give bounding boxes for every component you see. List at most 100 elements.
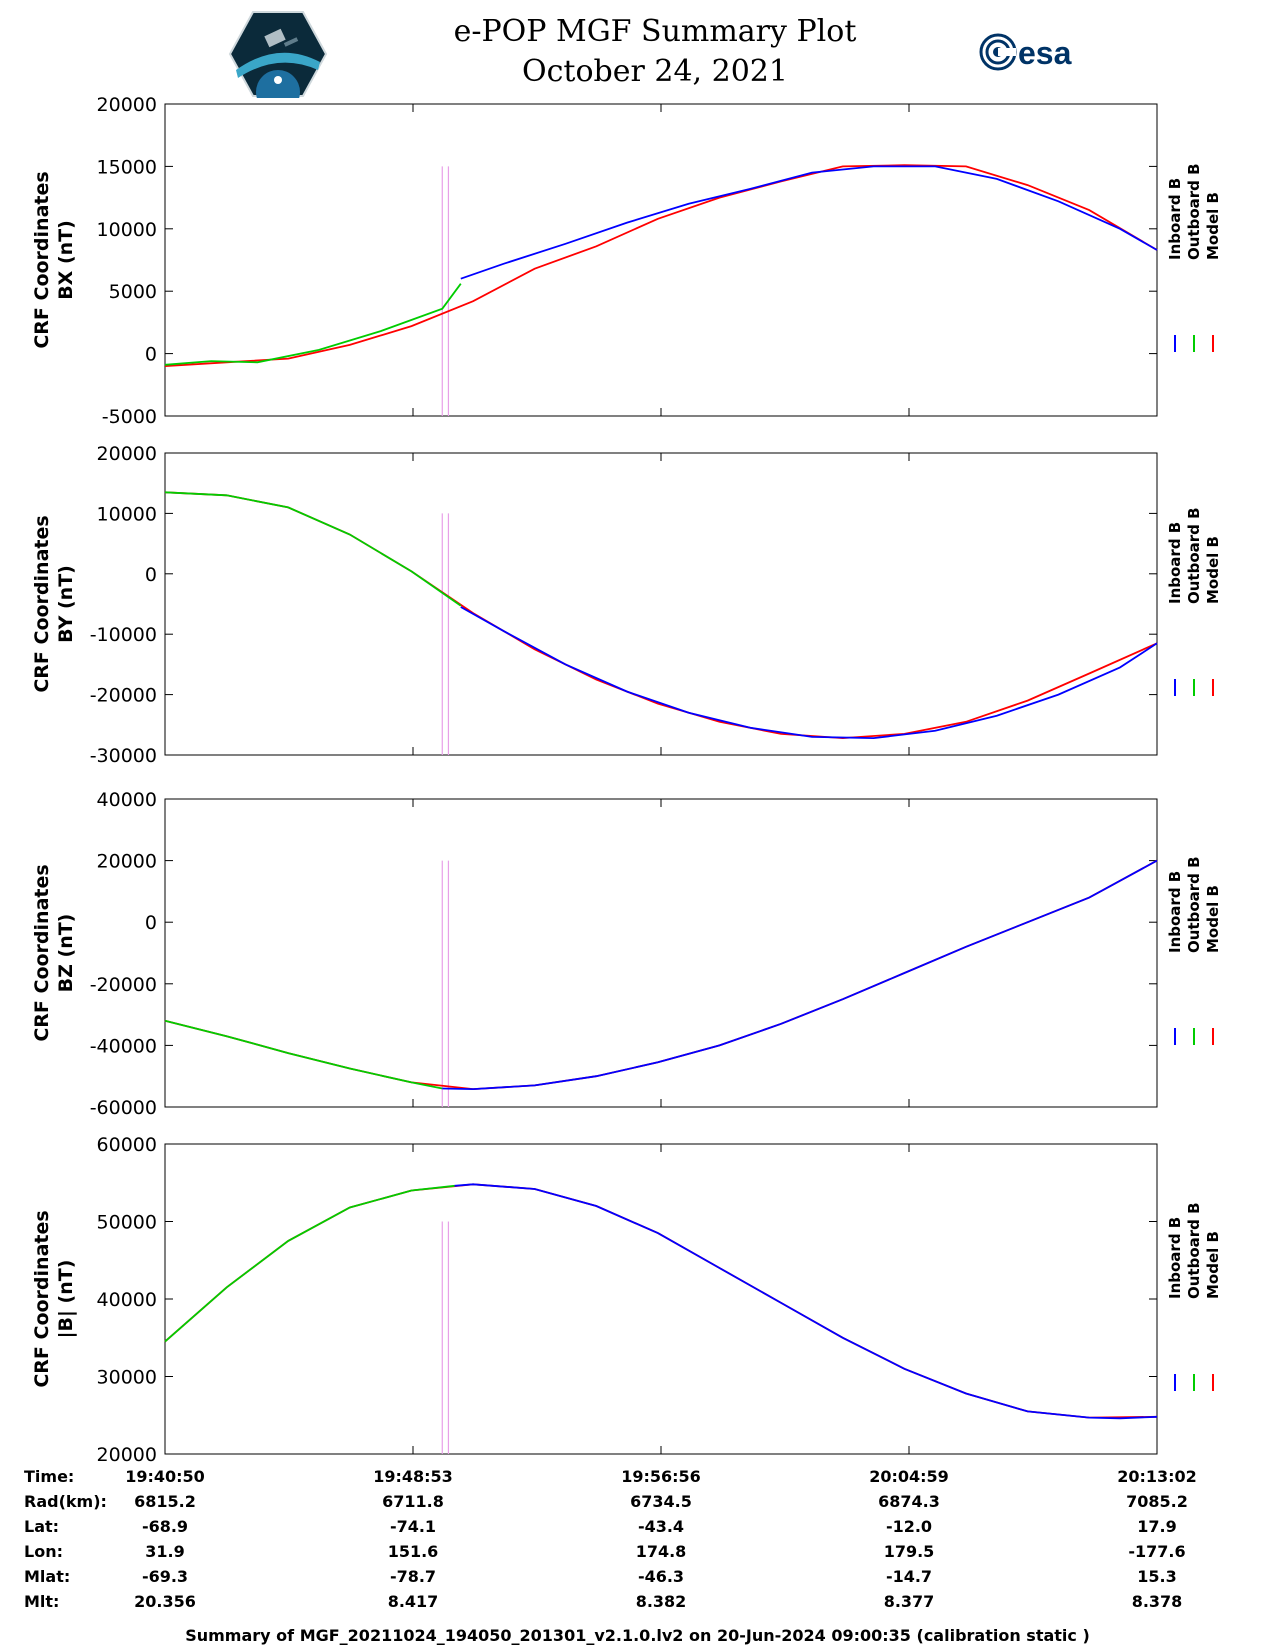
y-tick-label: -20000	[90, 974, 157, 996]
info-cell: 179.5	[883, 1542, 935, 1561]
series-outboard-b	[164, 1184, 455, 1343]
info-cell: 19:48:53	[373, 1467, 453, 1486]
y-axis-label: BY (nT)	[55, 565, 77, 643]
y-tick-label: -60000	[90, 1097, 157, 1119]
y-axis-label: CRF Coordinates	[31, 1210, 53, 1387]
y-axis-label: CRF Coordinates	[31, 171, 53, 348]
y-tick-label: 10000	[97, 219, 157, 241]
info-cell: -69.3	[141, 1567, 189, 1586]
y-tick-label: -5000	[102, 406, 157, 428]
series-inboard-b	[460, 606, 1158, 740]
y-axis-label: |B| (nT)	[55, 1260, 77, 1339]
y-tick-label: 0	[145, 912, 157, 934]
plot-frame	[164, 103, 1158, 417]
info-row-label: Mlt:	[24, 1592, 60, 1611]
series-inboard-b	[442, 859, 1158, 1091]
info-cell: 8.378	[1131, 1592, 1183, 1611]
legend-label: Model B	[1204, 192, 1222, 260]
y-tick-label: 0	[145, 564, 157, 586]
info-cell: -74.1	[389, 1517, 437, 1536]
y-axis-label: BZ (nT)	[55, 914, 77, 993]
legend-label: Inboard B	[1166, 522, 1184, 604]
info-cell: 7085.2	[1126, 1492, 1188, 1511]
y-tick-label: 10000	[97, 503, 157, 525]
series-model-b	[164, 491, 1158, 740]
info-cell: 17.9	[1137, 1517, 1177, 1536]
series-model-b	[164, 1183, 1158, 1419]
info-cell: 19:56:56	[621, 1467, 701, 1486]
info-row-label: Time:	[24, 1467, 75, 1486]
y-tick-label: 0	[145, 344, 157, 366]
y-axis-label: CRF Coordinates	[31, 515, 53, 692]
footer-text: Summary of MGF_20211024_194050_201301_v2…	[185, 1626, 1090, 1645]
info-cell: 8.377	[883, 1592, 935, 1611]
series-inboard-b	[460, 165, 1158, 280]
epop-logo	[228, 11, 328, 98]
series-model-b	[164, 859, 1158, 1091]
info-cell: 6711.8	[382, 1492, 444, 1511]
y-tick-label: 20000	[97, 443, 157, 465]
esa-logo: esa	[979, 33, 1072, 71]
plot-frame	[164, 452, 1158, 756]
y-tick-label: 40000	[97, 1289, 157, 1311]
info-cell: 6874.3	[878, 1492, 940, 1511]
legend-label: Outboard B	[1185, 856, 1203, 953]
series-inboard-b	[454, 1183, 1158, 1420]
info-cell: 20.356	[134, 1592, 196, 1611]
info-cell: -78.7	[389, 1567, 437, 1586]
y-tick-label: 20000	[97, 94, 157, 116]
info-cell: 174.8	[635, 1542, 687, 1561]
legend-label: Outboard B	[1185, 1202, 1203, 1299]
panel-1: 20000 15000 10000 5000 0 -5000 CRF Coordinates…	[31, 94, 1222, 428]
info-cell: -14.7	[885, 1567, 933, 1586]
info-cell: 15.3	[1137, 1567, 1177, 1586]
legend-label: Model B	[1204, 536, 1222, 604]
info-cell: 31.9	[145, 1542, 185, 1561]
series-model-b	[164, 164, 1158, 367]
series-outboard-b	[164, 283, 462, 366]
info-cell: 6815.2	[134, 1492, 196, 1511]
info-cell: -12.0	[885, 1517, 933, 1536]
info-row-label: Mlat:	[24, 1567, 71, 1586]
y-tick-label: 20000	[97, 1444, 157, 1466]
y-tick-label: -20000	[90, 685, 157, 707]
y-tick-label: -30000	[90, 745, 157, 767]
panel-3: 40000 20000 0 -20000 -40000 -60000 CRF Coordin…	[31, 789, 1222, 1119]
chart-title: e-POP MGF Summary Plot	[453, 14, 857, 49]
info-row-label: Lat:	[24, 1517, 60, 1536]
legend-label: Model B	[1204, 885, 1222, 953]
legend-label: Outboard B	[1185, 163, 1203, 260]
plot-frame	[164, 1143, 1158, 1455]
info-row-label: Lon:	[24, 1542, 63, 1561]
info-cell: 20:04:59	[869, 1467, 949, 1486]
series-outboard-b	[164, 1019, 443, 1090]
info-cell: 6734.5	[630, 1492, 692, 1511]
info-cell: 8.417	[387, 1592, 439, 1611]
info-cell: -177.6	[1128, 1542, 1186, 1561]
info-cell: 8.382	[635, 1592, 687, 1611]
y-tick-label: 30000	[97, 1367, 157, 1389]
y-tick-label: 5000	[109, 281, 157, 303]
esa-logo-text: esa	[1018, 35, 1072, 71]
y-tick-label: -40000	[90, 1035, 157, 1057]
chart-subtitle: October 24, 2021	[522, 54, 788, 89]
y-tick-label: 50000	[97, 1212, 157, 1234]
legend-label: Outboard B	[1185, 507, 1203, 604]
y-tick-label: 15000	[97, 156, 157, 178]
info-cell: -43.4	[637, 1517, 685, 1536]
info-cell: 19:40:50	[125, 1467, 205, 1486]
legend-label: Inboard B	[1166, 871, 1184, 953]
y-axis-label: BX (nT)	[55, 220, 77, 300]
legend-label: Inboard B	[1166, 178, 1184, 260]
y-tick-label: 60000	[97, 1134, 157, 1156]
info-cell: -68.9	[141, 1517, 189, 1536]
legend-label: Model B	[1204, 1231, 1222, 1299]
y-tick-label: 40000	[97, 789, 157, 811]
y-tick-label: -10000	[90, 624, 157, 646]
orbit-info-table: Time: 19:40:50 19:48:53 19:56:56 20:04:59 20:…	[0, 1467, 1275, 1617]
panel-4: 60000 50000 40000 30000 20000 CRF Coordinates…	[31, 1134, 1222, 1466]
legend-label: Inboard B	[1166, 1217, 1184, 1299]
info-row-label: Rad(km):	[24, 1492, 107, 1511]
series-outboard-b	[164, 491, 462, 607]
